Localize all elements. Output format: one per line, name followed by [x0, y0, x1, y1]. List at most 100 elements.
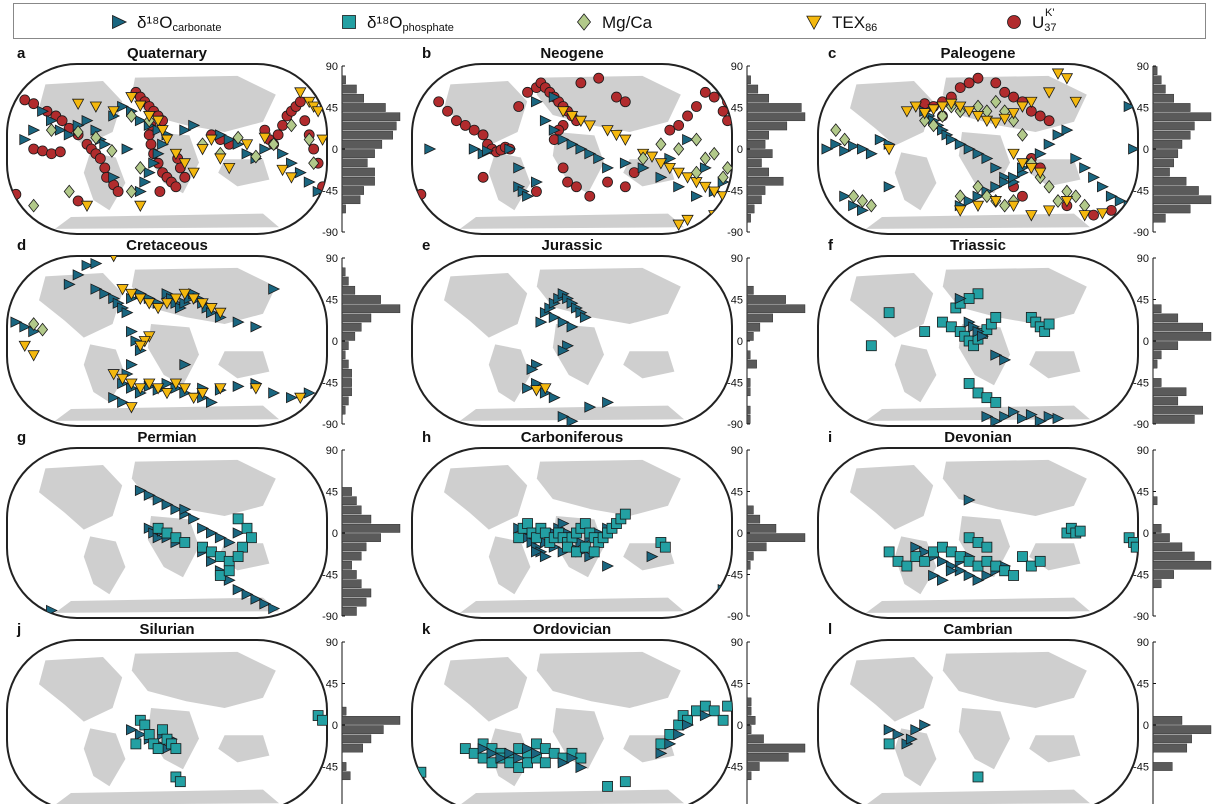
- data-point-mgca: [981, 189, 993, 204]
- landmass: [866, 597, 1090, 613]
- map-frame: [6, 63, 328, 235]
- landmass: [131, 267, 276, 324]
- hist-bar: [1152, 176, 1187, 186]
- data-point-carbonate: [188, 513, 201, 525]
- legend-label-phosphate: δ¹⁸Ophosphate: [367, 13, 454, 34]
- data-point-carbonate: [206, 555, 218, 567]
- data-point-mgca: [1052, 194, 1064, 208]
- panel-grid: a Quaternary 90 45 0 -45 -90 b Neogene 90 45 0 -45 -9…: [0, 42, 1219, 809]
- hist-bar: [341, 505, 362, 515]
- data-point-carbonate: [865, 148, 878, 160]
- data-point-carbonate: [990, 349, 1003, 361]
- data-point-tex: [107, 106, 120, 118]
- data-point-tex: [18, 340, 31, 353]
- hist-bar: [1152, 322, 1203, 332]
- landmass: [444, 465, 528, 530]
- data-point-uk: [179, 171, 191, 183]
- legend-marker-phosphate: [342, 15, 356, 29]
- hist-bar: [1152, 405, 1203, 415]
- data-point-carbonate: [214, 532, 227, 544]
- lat-tick-label: 45: [326, 679, 338, 691]
- data-point-phosphate: [539, 757, 551, 769]
- data-point-carbonate: [232, 316, 245, 328]
- data-point-carbonate: [593, 152, 606, 165]
- lat-tick-label: -90: [727, 611, 743, 623]
- landmass: [444, 81, 528, 146]
- lat-tick-label: 45: [731, 295, 743, 307]
- lat-tick-label: 90: [731, 61, 743, 73]
- data-point-uk: [691, 101, 702, 112]
- data-point-phosphate: [223, 565, 235, 577]
- panel-letter: f: [828, 237, 834, 254]
- data-point-carbonate: [161, 499, 174, 511]
- data-point-carbonate: [673, 728, 686, 741]
- legend-marker-tex: [806, 15, 822, 30]
- data-point-carbonate: [126, 358, 138, 371]
- hist-bar: [746, 121, 788, 131]
- hist-bar: [746, 514, 761, 524]
- data-point-uk: [28, 98, 40, 110]
- lat-tick-label: -45: [727, 186, 743, 198]
- data-point-carbonate: [910, 724, 923, 736]
- hist-bar: [746, 93, 769, 103]
- data-point-carbonate: [424, 143, 437, 155]
- data-point-phosphate: [246, 532, 257, 544]
- data-point-uk: [28, 143, 40, 155]
- hist-bar: [746, 75, 751, 85]
- lat-tick-label: 90: [1137, 61, 1149, 73]
- data-point-uk: [46, 148, 57, 160]
- data-point-tex: [134, 100, 147, 112]
- data-point-phosphate: [963, 378, 975, 389]
- data-point-uk: [1088, 209, 1099, 221]
- data-point-carbonate: [883, 724, 896, 736]
- data-point-carbonate: [566, 138, 579, 150]
- data-point-uk: [1034, 110, 1046, 122]
- hist-bar: [341, 560, 352, 570]
- data-point-phosphate: [722, 700, 732, 712]
- data-point-uk: [513, 101, 525, 112]
- hist-bar: [1152, 560, 1212, 570]
- data-point-carbonate: [1025, 409, 1038, 421]
- hist-bar: [1152, 84, 1166, 94]
- data-point-tex: [530, 385, 543, 397]
- data-point-phosphate: [990, 311, 1002, 323]
- hist-bar: [341, 762, 347, 771]
- data-point-tex: [169, 148, 183, 161]
- data-point-carbonate: [999, 354, 1012, 366]
- data-point-uk: [593, 72, 605, 84]
- data-point-carbonate: [1070, 152, 1083, 165]
- data-point-phosphate: [232, 551, 244, 563]
- data-point-tex: [107, 256, 120, 263]
- map-frame: [411, 255, 733, 427]
- data-point-carbonate: [1034, 415, 1047, 426]
- data-point-phosphate: [708, 705, 720, 717]
- data-point-carbonate: [63, 129, 76, 141]
- data-point-carbonate: [81, 259, 94, 272]
- panel-title: Silurian: [139, 621, 194, 638]
- data-point-uk: [664, 124, 676, 136]
- hist-bar: [1152, 204, 1191, 214]
- data-point-tex: [645, 151, 659, 163]
- lat-tick-label: -45: [1133, 762, 1149, 774]
- data-point-mgca: [37, 322, 49, 337]
- hist-bar: [1152, 350, 1162, 360]
- data-point-tex: [699, 181, 712, 194]
- data-point-tex: [178, 288, 191, 301]
- data-point-carbonate: [268, 387, 281, 399]
- panel-title: Ordovician: [533, 621, 611, 638]
- data-point-carbonate: [579, 311, 592, 324]
- data-point-tex: [556, 106, 570, 118]
- lat-tick-label: 45: [326, 295, 338, 307]
- hist-bar: [341, 597, 367, 607]
- data-point-phosphate: [1074, 525, 1086, 537]
- panel-paleogene: c Paleogene 90 45 0 -45 -90: [817, 45, 1212, 239]
- data-point-uk: [1008, 91, 1019, 103]
- data-point-mgca: [856, 194, 868, 208]
- data-point-phosphate: [1130, 541, 1138, 553]
- lat-tick-label: -45: [322, 570, 338, 582]
- data-point-carbonate: [268, 602, 281, 615]
- hist-bar: [341, 368, 352, 378]
- data-point-carbonate: [81, 115, 94, 127]
- data-point-tex: [1051, 68, 1065, 80]
- data-point-uk: [56, 115, 68, 127]
